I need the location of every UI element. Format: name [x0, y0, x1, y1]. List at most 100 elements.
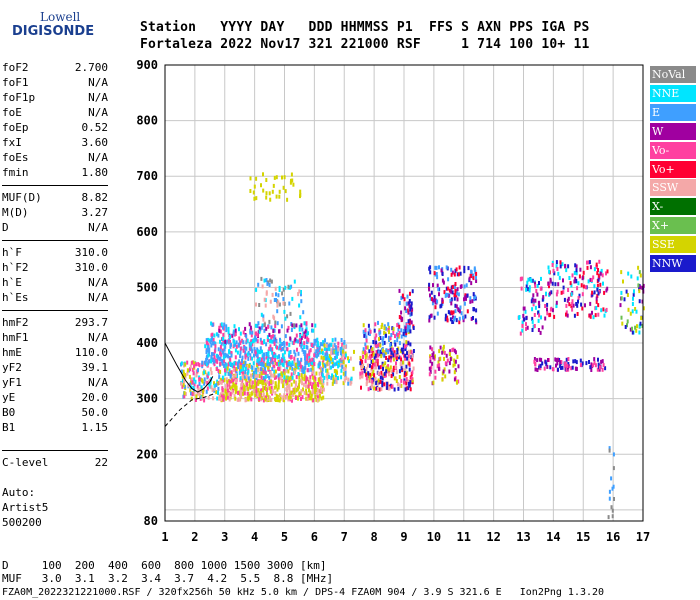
param-value: N/A [88, 106, 108, 119]
data-point [560, 360, 563, 364]
data-point [318, 393, 321, 398]
data-point [297, 396, 299, 401]
data-point [549, 277, 552, 282]
data-point [239, 331, 242, 336]
data-point [289, 355, 292, 360]
data-point [195, 373, 198, 378]
data-point [271, 354, 274, 359]
data-point [257, 282, 260, 287]
data-point [256, 339, 259, 344]
data-point [464, 293, 467, 298]
data-point [300, 378, 303, 383]
data-point [331, 346, 334, 351]
data-point [375, 358, 378, 363]
data-point [268, 362, 271, 367]
data-point [298, 289, 301, 294]
data-point [544, 304, 547, 308]
data-point [266, 281, 269, 286]
data-point [572, 303, 575, 308]
data-point [305, 388, 307, 393]
param-name: yF1 [2, 376, 22, 389]
data-point [280, 371, 283, 376]
data-point [449, 357, 452, 362]
data-point [336, 351, 339, 356]
data-point [263, 297, 266, 302]
data-point [263, 352, 265, 357]
data-point [206, 354, 209, 359]
data-point [402, 329, 405, 333]
data-point [188, 382, 191, 387]
data-point [378, 387, 381, 392]
data-point [384, 350, 387, 355]
data-point [343, 340, 346, 344]
data-point [217, 347, 220, 352]
data-point [568, 302, 571, 307]
data-point [228, 368, 231, 373]
data-point [268, 283, 271, 287]
data-point [294, 362, 297, 367]
data-point [380, 370, 383, 375]
data-point [538, 357, 541, 362]
data-point [462, 315, 464, 320]
data-point [290, 390, 293, 395]
data-point [263, 322, 266, 327]
data-point [531, 278, 534, 283]
data-point [297, 372, 300, 376]
data-point [264, 303, 267, 308]
data-point [307, 331, 309, 336]
data-point [260, 375, 263, 380]
data-point [316, 343, 319, 348]
data-point [587, 260, 590, 265]
data-point [630, 274, 633, 279]
data-point [574, 359, 577, 364]
data-point [555, 358, 558, 362]
data-point [410, 320, 413, 325]
param-name: B1 [2, 421, 16, 434]
data-point [289, 336, 292, 341]
param-row: foF1 N/A [2, 76, 108, 90]
data-point [219, 377, 222, 382]
data-point [523, 317, 526, 322]
data-point [275, 339, 278, 344]
data-point [300, 357, 303, 362]
data-point [559, 360, 562, 365]
data-point [428, 366, 431, 371]
data-point [271, 189, 274, 194]
data-point [264, 397, 267, 402]
data-point [274, 358, 277, 362]
data-point [265, 352, 268, 356]
data-point [380, 325, 383, 329]
data-point [288, 301, 291, 306]
data-point [332, 344, 335, 349]
legend-item: X+ [650, 217, 696, 235]
data-point [248, 394, 251, 399]
data-point [458, 316, 461, 321]
data-point [249, 346, 252, 351]
data-point [209, 380, 212, 385]
data-point [398, 331, 401, 335]
data-point [221, 359, 224, 363]
data-point [310, 393, 313, 398]
data-point [608, 446, 611, 451]
data-point [593, 290, 596, 295]
data-point [410, 301, 413, 306]
data-point [573, 270, 576, 275]
data-point [250, 333, 253, 338]
data-point [598, 365, 601, 370]
data-point [367, 356, 370, 361]
data-point [275, 361, 278, 366]
data-point [362, 347, 365, 352]
data-point [596, 294, 599, 298]
data-point [450, 289, 453, 294]
data-point [303, 366, 306, 371]
data-point [263, 278, 266, 283]
data-point [320, 348, 323, 353]
data-point [597, 312, 600, 317]
data-point [326, 352, 329, 357]
data-point [205, 362, 208, 367]
data-point [232, 368, 235, 372]
data-point [300, 389, 303, 394]
data-point [259, 337, 262, 342]
data-point [434, 298, 437, 303]
data-point [359, 375, 362, 380]
